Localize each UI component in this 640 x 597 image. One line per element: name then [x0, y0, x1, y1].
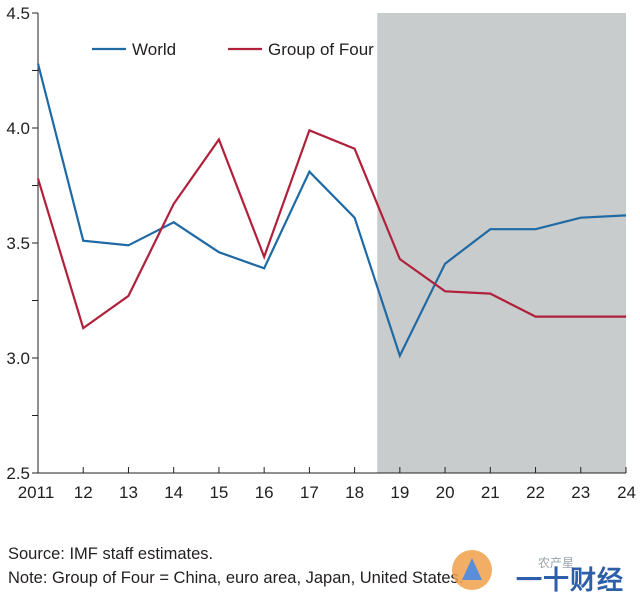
x-tick-label: 15	[209, 483, 228, 502]
y-tick-label: 3.5	[6, 234, 30, 253]
x-tick-label: 17	[300, 483, 319, 502]
legend-label: Group of Four	[268, 40, 374, 59]
source-note: Source: IMF staff estimates.	[8, 545, 214, 563]
y-tick-label: 4.0	[6, 119, 30, 138]
x-tick-label: 21	[481, 483, 500, 502]
x-tick-label: 23	[571, 483, 590, 502]
series-line-group-of-four	[36, 128, 626, 330]
legend-label: World	[132, 40, 176, 59]
watermark-caption: 农产星	[538, 556, 575, 570]
watermark-logo-icon	[452, 550, 492, 590]
legend: World Group of Four	[92, 40, 374, 59]
series-lines	[36, 63, 627, 359]
x-axis: 2011 12 13 14 15 16 17 18 19 20 21 22 23 24	[18, 467, 636, 502]
y-tick-label: 3.0	[6, 349, 30, 368]
group-note: Note: Group of Four = China, euro area, …	[8, 569, 464, 587]
y-tick-label: 2.5	[6, 464, 30, 483]
projection-shading	[377, 13, 626, 473]
watermark-brand: 一十财经	[516, 565, 625, 595]
x-tick-label: 19	[390, 483, 409, 502]
chart-notes: Source: IMF staff estimates. Note: Group…	[8, 542, 463, 590]
series-line-world	[36, 63, 627, 359]
x-tick-label: 22	[526, 483, 545, 502]
x-tick-label: 16	[255, 483, 274, 502]
line-chart: 2.5 3.0 3.5 4.0 4.5 2011 12 13 14 15 16 17 18 19 20 21…	[6, 4, 636, 502]
x-tick-label: 2011	[18, 483, 55, 502]
y-axis: 2.5 3.0 3.5 4.0 4.5	[6, 4, 39, 483]
watermark: 农产星 一十财经	[452, 550, 638, 595]
x-tick-label: 12	[74, 483, 93, 502]
x-tick-label: 18	[345, 483, 364, 502]
x-tick-label: 20	[436, 483, 455, 502]
x-tick-label: 13	[119, 483, 138, 502]
y-tick-label: 4.5	[6, 4, 30, 23]
x-tick-label: 24	[617, 483, 636, 502]
x-tick-label: 14	[164, 483, 183, 502]
